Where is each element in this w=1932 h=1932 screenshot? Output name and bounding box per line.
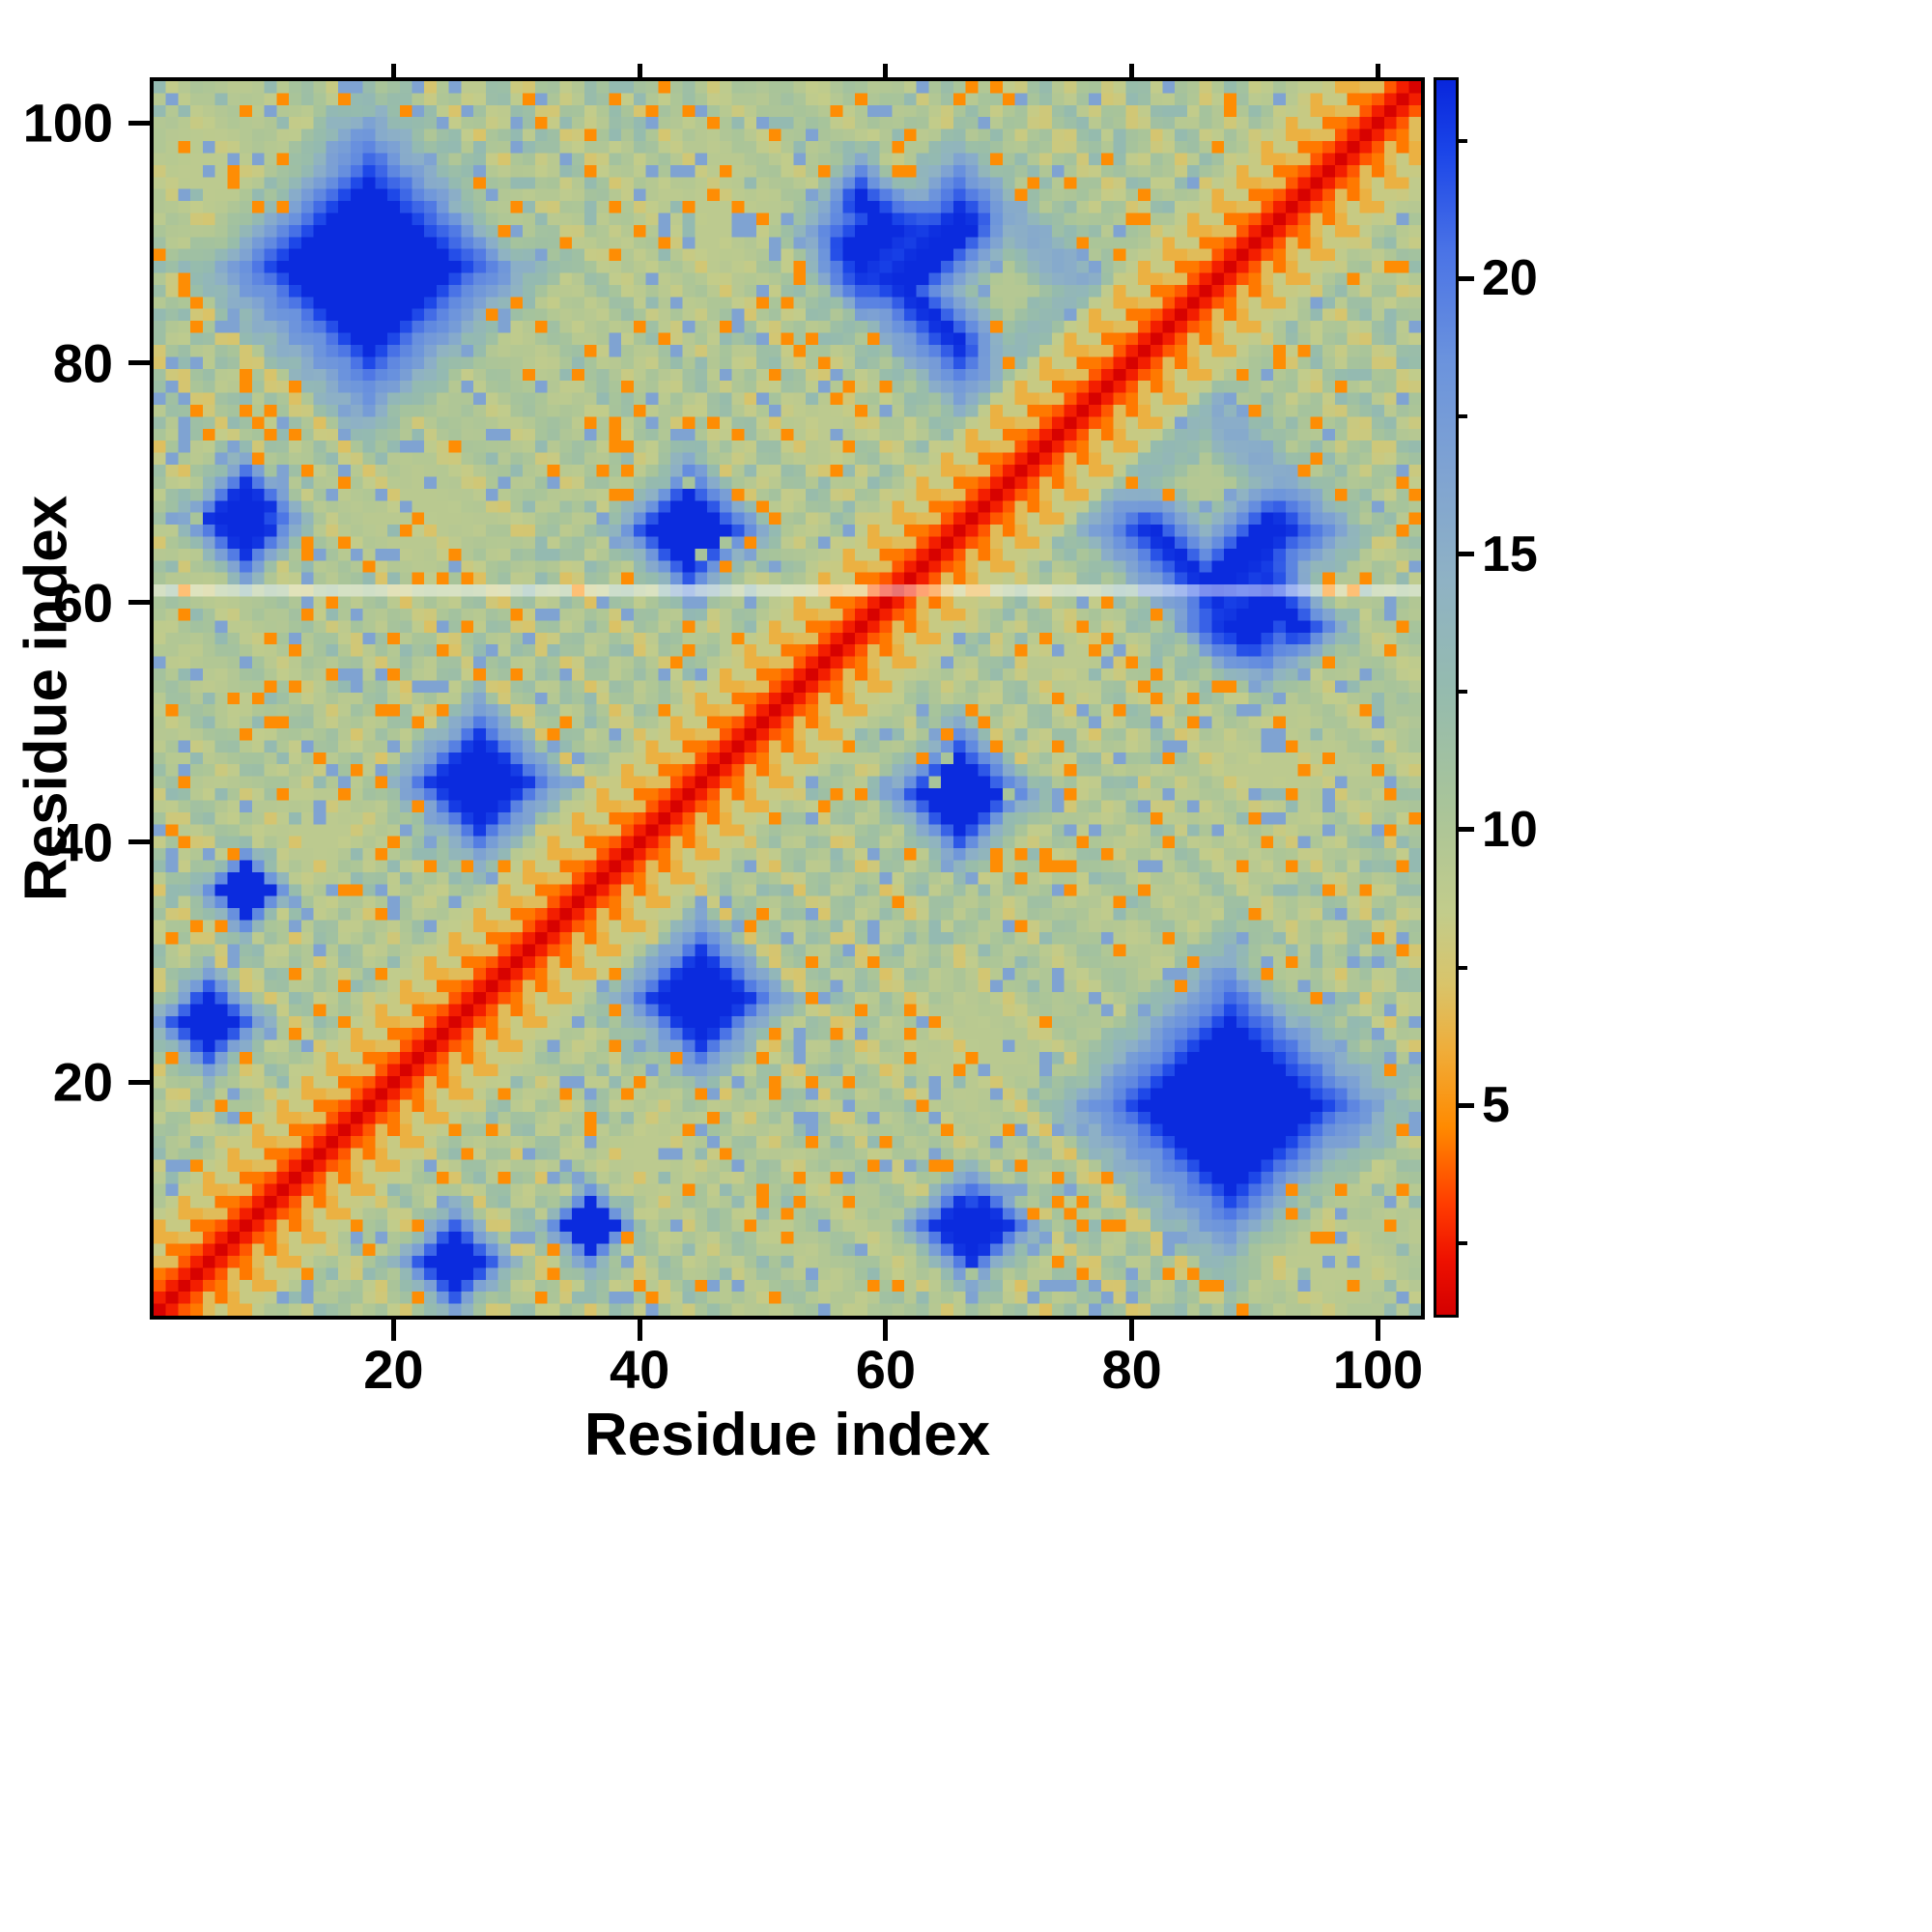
x-tick-mark bbox=[1375, 1320, 1380, 1341]
colorbar-minor-tick-mark bbox=[1459, 1240, 1467, 1245]
y-tick-label: 80 bbox=[52, 332, 113, 394]
x-tick-mark bbox=[883, 1320, 889, 1341]
colorbar-gradient bbox=[1436, 80, 1456, 1315]
colorbar-tick-label: 15 bbox=[1482, 526, 1538, 582]
y-tick-label: 60 bbox=[52, 572, 113, 634]
x-tick-label: 80 bbox=[1101, 1339, 1162, 1400]
colorbar-minor-tick-mark bbox=[1459, 965, 1467, 970]
colorbar-tick-mark bbox=[1459, 827, 1474, 833]
x-top-tick-mark bbox=[883, 64, 889, 77]
colorbar-minor-tick-mark bbox=[1459, 138, 1467, 143]
x-tick-label: 100 bbox=[1332, 1339, 1424, 1400]
y-tick-label: 100 bbox=[22, 92, 113, 154]
x-tick-mark bbox=[637, 1320, 642, 1341]
colorbar-tick-mark bbox=[1459, 1102, 1474, 1108]
y-tick-mark bbox=[128, 600, 150, 606]
colorbar-tick-label: 10 bbox=[1482, 801, 1538, 858]
x-tick-mark bbox=[390, 1320, 396, 1341]
colorbar-tick-mark bbox=[1459, 275, 1474, 281]
heatmap-canvas bbox=[154, 81, 1421, 1316]
x-axis-title: Residue index bbox=[583, 1402, 991, 1468]
x-tick-label: 20 bbox=[363, 1339, 424, 1400]
y-tick-label: 40 bbox=[52, 811, 113, 873]
x-top-tick-mark bbox=[637, 64, 642, 77]
y-tick-mark bbox=[128, 360, 150, 366]
colorbar-minor-tick-mark bbox=[1459, 414, 1467, 419]
x-top-tick-mark bbox=[1129, 64, 1135, 77]
y-axis-title: Residue index bbox=[13, 495, 80, 902]
colorbar bbox=[1434, 77, 1459, 1318]
x-tick-label: 40 bbox=[609, 1339, 670, 1400]
x-top-tick-mark bbox=[390, 64, 396, 77]
y-tick-label: 20 bbox=[52, 1051, 113, 1113]
x-tick-label: 60 bbox=[855, 1339, 917, 1400]
colorbar-tick-mark bbox=[1459, 552, 1474, 557]
colorbar-tick-label: 5 bbox=[1482, 1077, 1510, 1134]
y-tick-mark bbox=[128, 1079, 150, 1085]
x-top-tick-mark bbox=[1375, 64, 1380, 77]
heatmap-plot bbox=[150, 77, 1425, 1320]
colorbar-minor-tick-mark bbox=[1459, 690, 1467, 695]
y-tick-mark bbox=[128, 839, 150, 845]
y-tick-mark bbox=[128, 120, 150, 126]
x-tick-mark bbox=[1129, 1320, 1135, 1341]
colorbar-tick-label: 20 bbox=[1482, 250, 1538, 307]
